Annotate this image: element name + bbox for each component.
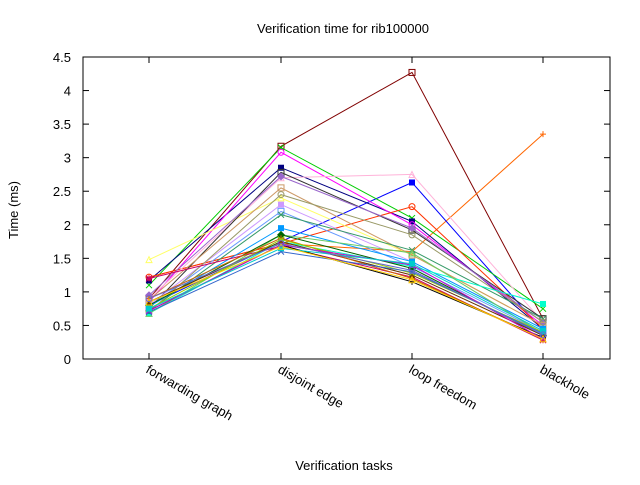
y-tick-label: 1 (64, 285, 71, 300)
axis-ticks: 0 0.5 1 1.5 2 2.5 3 3.5 4 4.5 forwarding graph disj… (53, 50, 610, 423)
data-point (145, 295, 153, 303)
y-tick-label: 2 (64, 218, 71, 233)
series-path (148, 173, 544, 323)
series-path (148, 146, 544, 310)
y-tick-label: 4.5 (53, 50, 71, 65)
series-path (148, 181, 544, 332)
series-path (148, 194, 544, 323)
series-path (148, 227, 544, 330)
y-tick-label: 1.5 (53, 251, 71, 266)
series-path (148, 171, 544, 320)
data-point (146, 305, 152, 312)
x-tick-label: blackhole (538, 362, 593, 402)
data-point (409, 272, 415, 279)
data-point (278, 164, 284, 171)
data-point (277, 184, 285, 192)
plot-border (82, 56, 611, 360)
data-point (540, 300, 546, 307)
data-point (408, 203, 416, 211)
series-line (145, 207, 547, 336)
data-point (539, 334, 547, 343)
y-tick-label: 0.5 (53, 318, 71, 333)
data-point (409, 179, 415, 186)
x-tick-label: forwarding graph (144, 362, 236, 424)
chart-title: Verification time for rib100000 (257, 21, 429, 36)
series-line (146, 245, 546, 334)
series-path (148, 243, 544, 336)
series-path (148, 71, 544, 319)
data-point (408, 248, 416, 257)
series-path (148, 245, 544, 340)
series-path (148, 206, 544, 330)
y-tick-label: 3 (64, 151, 71, 166)
series-path (148, 187, 544, 326)
data-point (277, 191, 285, 199)
y-tick-label: 4 (64, 84, 71, 99)
data-point (145, 275, 153, 282)
data-point (277, 211, 285, 219)
data-point (277, 193, 285, 202)
data-point (408, 170, 416, 178)
data-point (278, 201, 284, 208)
data-point (145, 297, 153, 306)
x-axis-label: Verification tasks (295, 458, 393, 473)
data-point (408, 266, 416, 274)
data-point (408, 275, 416, 284)
plot-frame (82, 56, 611, 360)
y-tick-label: 2.5 (53, 184, 71, 199)
series-line (145, 172, 547, 327)
data-point (278, 225, 284, 232)
series-group (145, 68, 547, 344)
x-tick-label: disjoint edge (276, 362, 347, 411)
data-point (539, 331, 547, 339)
series-line (145, 242, 547, 343)
series-path (148, 237, 544, 340)
series-path (148, 247, 544, 332)
data-point (408, 231, 416, 239)
series-path (148, 210, 544, 333)
series-line (145, 240, 547, 339)
data-point (408, 224, 416, 233)
series-path (148, 175, 544, 323)
data-point (278, 245, 284, 252)
data-point (277, 240, 285, 248)
y-tick-label: 3.5 (53, 117, 71, 132)
data-point (540, 131, 546, 138)
data-point (277, 172, 285, 181)
y-tick-label: 0 (64, 352, 71, 367)
data-point (540, 327, 546, 334)
y-axis-label: Time (ms) (6, 181, 21, 239)
data-point (409, 260, 415, 267)
data-point (277, 148, 285, 156)
series-line (145, 144, 547, 313)
series-path (148, 244, 544, 340)
x-tick-label: loop freedom (407, 362, 480, 413)
data-point (408, 68, 416, 76)
data-point (539, 318, 547, 326)
data-point (145, 255, 153, 264)
